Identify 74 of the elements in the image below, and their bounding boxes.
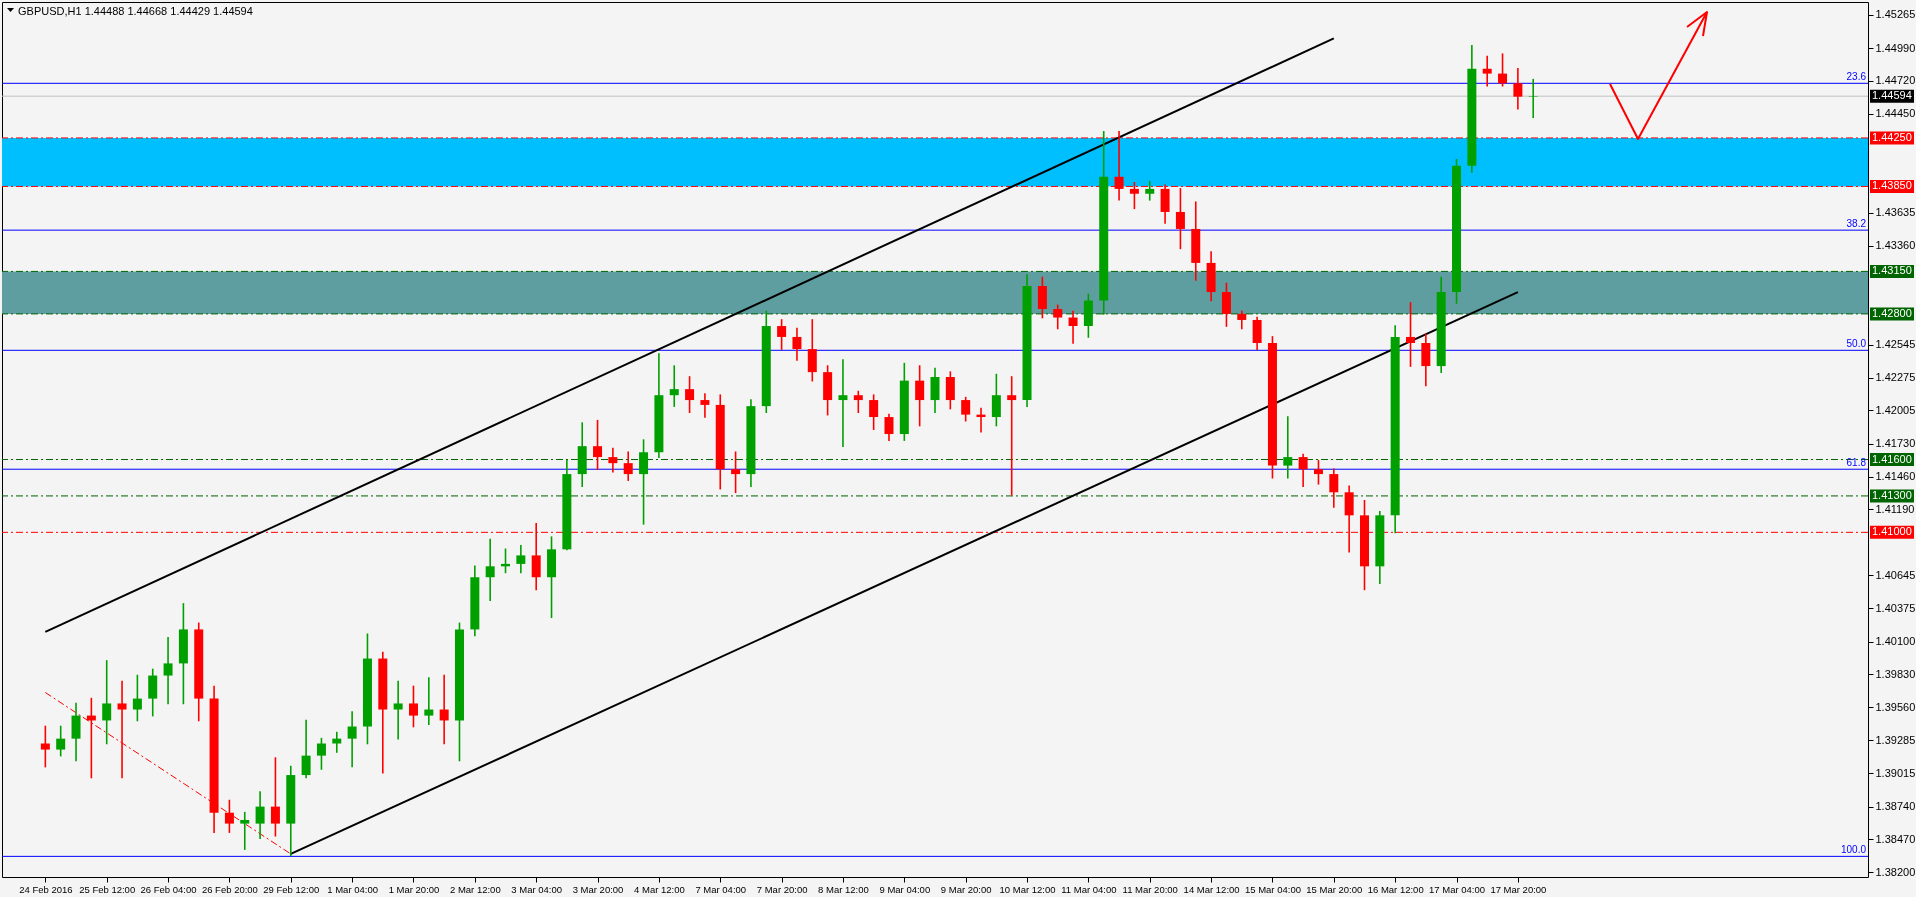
ref-line-label: 1.43150 — [1872, 264, 1912, 277]
x-tick-label: 17 Mar 04:00 — [1429, 883, 1486, 895]
y-tick-label: 1.42545 — [1875, 338, 1916, 351]
ref-line-label: 1.41000 — [1872, 525, 1912, 538]
x-tick-label: 1 Mar 20:00 — [388, 883, 440, 895]
annotation: 23.6 — [1846, 71, 1867, 83]
chart-title: GBPUSD,H1 1.44488 1.44668 1.44429 1.44594 — [18, 5, 253, 17]
annotation: 38.2 — [1846, 218, 1867, 230]
ref-line-label: 1.42800 — [1872, 306, 1912, 319]
x-tick-label: 11 Mar 04:00 — [1061, 883, 1117, 895]
y-tick-label: 1.41730 — [1875, 437, 1916, 450]
y-tick-label: 1.41460 — [1875, 470, 1916, 483]
x-tick-label: 29 Feb 12:00 — [263, 883, 320, 895]
candlestick — [593, 419, 603, 471]
x-tick-label: 3 Mar 20:00 — [572, 883, 624, 895]
y-tick-label: 1.38200 — [1875, 865, 1916, 878]
x-tick-label: 3 Mar 04:00 — [511, 883, 563, 895]
x-tick-label: 25 Feb 12:00 — [79, 883, 136, 895]
x-tick-label: 7 Mar 04:00 — [695, 883, 747, 895]
candlestick — [56, 725, 66, 757]
x-tick-label: 26 Feb 04:00 — [140, 883, 197, 895]
x-tick-label: 15 Mar 04:00 — [1244, 883, 1301, 895]
ref-line-label: 1.44594 — [1872, 89, 1912, 102]
x-tick-label: 24 Feb 2016 — [19, 883, 73, 895]
x-tick-label: 9 Mar 04:00 — [879, 883, 931, 895]
candlestick — [1528, 78, 1538, 119]
y-tick-label: 1.43360 — [1875, 239, 1916, 252]
y-tick-label: 1.42275 — [1875, 371, 1916, 384]
y-tick-label: 1.39015 — [1875, 766, 1916, 779]
y-tick-label: 1.44720 — [1875, 74, 1916, 87]
x-tick-label: 15 Mar 20:00 — [1306, 883, 1363, 895]
candlestick — [685, 376, 695, 413]
y-tick-label: 1.41190 — [1875, 502, 1915, 515]
y-tick-label: 1.44990 — [1875, 41, 1916, 54]
candlestick — [132, 674, 142, 722]
x-tick-label: 17 Mar 20:00 — [1490, 883, 1547, 895]
candlestick — [961, 396, 971, 422]
x-tick-label: 10 Mar 12:00 — [999, 883, 1056, 895]
ref-line-label: 1.44250 — [1872, 130, 1912, 143]
x-tick-label: 2 Mar 12:00 — [449, 883, 501, 895]
y-tick-label: 1.40100 — [1875, 635, 1916, 648]
ref-line-label: 1.41600 — [1872, 452, 1912, 465]
y-tick-label: 1.40645 — [1875, 568, 1916, 581]
x-tick-label: 8 Mar 12:00 — [818, 883, 869, 895]
x-tick-label: 7 Mar 20:00 — [756, 883, 808, 895]
candlestick — [777, 319, 787, 350]
y-tick-label: 1.42005 — [1875, 403, 1916, 416]
y-tick-label: 1.39560 — [1875, 700, 1916, 713]
candlestick — [224, 799, 234, 833]
x-tick-label: 26 Feb 20:00 — [201, 883, 258, 895]
annotation: 100.0 — [1840, 844, 1867, 856]
y-tick-label: 1.43635 — [1875, 206, 1916, 219]
y-tick-label: 1.38740 — [1875, 800, 1916, 813]
candlestick — [1313, 459, 1323, 485]
y-tick-label: 1.39285 — [1875, 733, 1916, 746]
x-tick-label: 11 Mar 20:00 — [1122, 883, 1178, 895]
x-tick-label: 14 Mar 12:00 — [1183, 883, 1240, 895]
x-tick-label: 16 Mar 12:00 — [1367, 883, 1424, 895]
y-tick-label: 1.40375 — [1875, 601, 1916, 614]
candlestick — [408, 685, 418, 728]
annotation: 61.8 — [1846, 457, 1867, 469]
ref-line-label: 1.41300 — [1872, 488, 1912, 501]
x-tick-label: 9 Mar 20:00 — [940, 883, 992, 895]
annotation: 50.0 — [1846, 338, 1867, 350]
y-tick-label: 1.38470 — [1875, 832, 1916, 845]
candlestick — [731, 451, 741, 494]
candlestick — [853, 390, 863, 413]
y-tick-label: 1.39830 — [1875, 667, 1916, 680]
y-tick-label: 1.44450 — [1875, 107, 1916, 120]
x-tick-label: 1 Mar 04:00 — [327, 883, 378, 895]
y-tick-label: 1.45265 — [1875, 8, 1916, 21]
candlestick — [1007, 376, 1017, 496]
x-tick-label: 4 Mar 12:00 — [634, 883, 685, 895]
ref-line-label: 1.43850 — [1872, 179, 1912, 192]
